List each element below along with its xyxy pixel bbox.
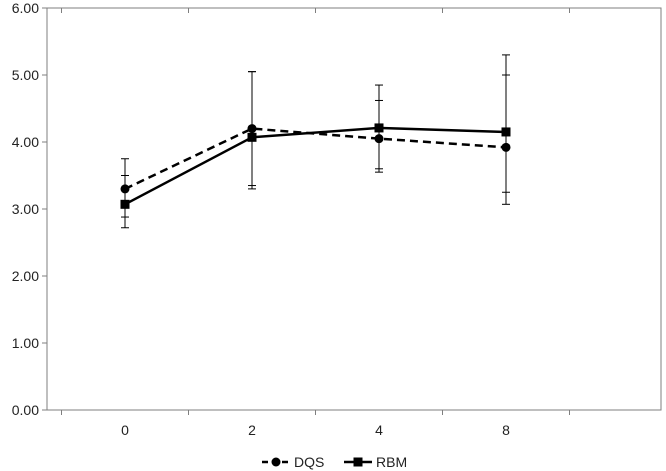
data-point-dqs [501,142,511,152]
data-point-rbm [501,127,511,137]
x-tick-label: 2 [248,422,256,438]
series-markers [120,123,511,209]
y-axis-ticks: 0.00 1.00 2.00 3.00 4.00 5.00 6.00 [12,0,47,418]
plot-area [46,7,662,411]
y-tick-label: 2.00 [12,268,39,284]
y-tick-label: 3.00 [12,201,39,217]
data-point-rbm [120,199,130,209]
x-tick-label: 0 [121,422,129,438]
x-tick-label: 4 [375,422,383,438]
data-point-dqs [247,124,257,134]
legend: DQS RBM [262,454,407,470]
data-point-rbm [247,132,257,142]
data-point-rbm [374,123,384,133]
legend-label-rbm: RBM [376,454,407,470]
y-tick-label: 6.00 [12,0,39,16]
series-line-rbm [124,126,507,206]
legend-marker-dqs [271,457,281,467]
legend-marker-rbm [353,457,363,467]
series-line-dqs [124,127,507,191]
y-tick-label: 1.00 [12,335,39,351]
y-tick-label: 4.00 [12,134,39,150]
legend-label-dqs: DQS [294,454,324,470]
x-tick-label: 8 [502,422,510,438]
data-point-dqs [120,184,130,194]
x-axis-ticks: 0 2 4 8 [61,8,570,438]
data-point-dqs [374,134,384,144]
y-tick-label: 5.00 [12,67,39,83]
series-lines [124,126,507,206]
y-tick-label: 0.00 [12,402,39,418]
